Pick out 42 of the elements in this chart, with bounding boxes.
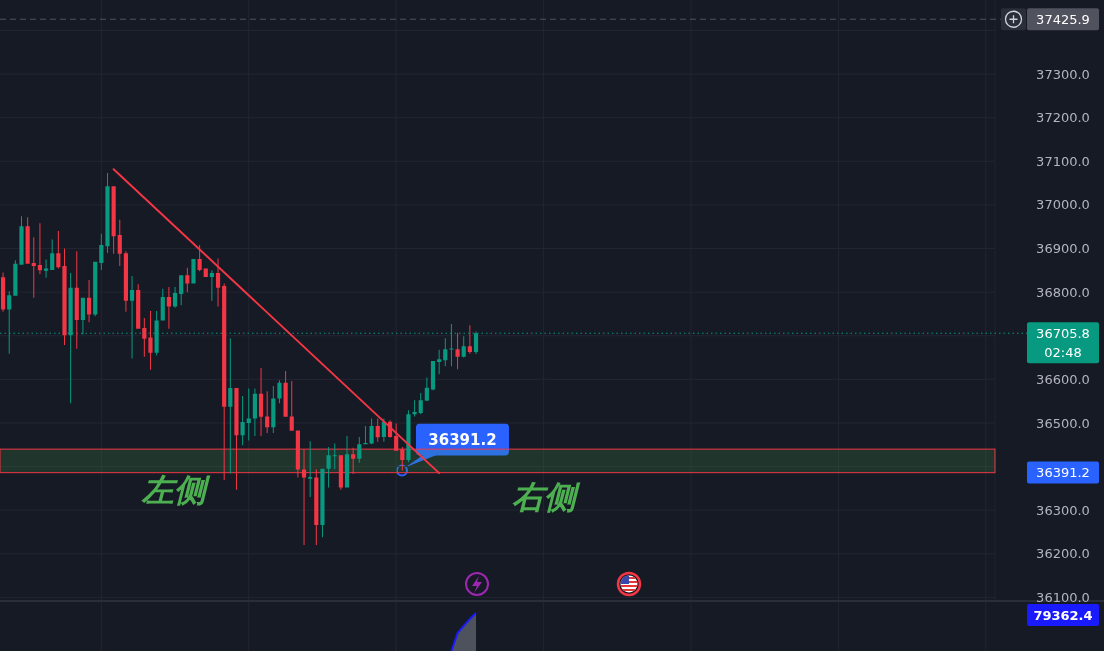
candlestick <box>31 237 36 298</box>
y-tick-label: 37000.0 <box>1036 197 1090 213</box>
candlestick <box>209 270 214 301</box>
y-tick-label: 36600.0 <box>1036 371 1090 387</box>
candlestick <box>363 426 368 445</box>
y-tick-label: 36900.0 <box>1036 241 1090 257</box>
y-tick-label: 37200.0 <box>1036 110 1090 126</box>
candlestick <box>308 441 313 498</box>
y-tick-label: 36100.0 <box>1036 589 1090 605</box>
candlestick <box>467 325 472 354</box>
annotation: 36391.2 <box>428 430 497 449</box>
candlestick <box>277 380 282 404</box>
annotation: 右侧 <box>512 478 582 516</box>
candlestick <box>148 310 153 370</box>
y-tick-label: 36200.0 <box>1036 546 1090 562</box>
text: 36391.2 <box>1036 464 1090 480</box>
candlestick <box>332 443 337 470</box>
candlestick <box>406 410 411 463</box>
annotation: 左侧 <box>141 471 212 510</box>
candlestick <box>412 400 417 417</box>
candlestick <box>320 468 325 538</box>
candlestick <box>37 223 43 275</box>
candlestick <box>234 388 239 490</box>
candlestick <box>43 259 49 278</box>
candlestick <box>437 349 442 375</box>
y-tick-label: 37300.0 <box>1036 66 1090 82</box>
candlestick <box>62 248 67 345</box>
candlestick <box>246 388 251 441</box>
candlestick <box>351 447 356 474</box>
y-tick-label: 36300.0 <box>1036 502 1090 518</box>
y-tick-label: 37100.0 <box>1036 153 1090 169</box>
candlestick <box>455 332 460 370</box>
candlestick <box>105 173 110 253</box>
ref-line-label: 37425.9 <box>1036 11 1090 27</box>
y-tick-label: 36800.0 <box>1036 284 1090 300</box>
candlestick <box>301 449 307 546</box>
candlestick <box>19 216 24 265</box>
y-tick-label: 36500.0 <box>1036 415 1090 431</box>
candlestick <box>228 338 233 474</box>
ref-line-label: 36705.8 02:48 <box>1036 325 1090 360</box>
candlestick <box>191 259 196 284</box>
text: 79362.4 <box>1033 607 1093 623</box>
